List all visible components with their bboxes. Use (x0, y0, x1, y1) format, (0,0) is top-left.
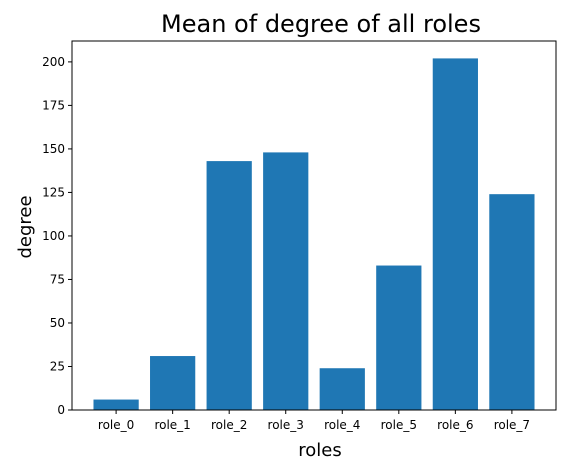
y-axis-ticks: 0 25 50 75 100 125 150 175 200 (42, 55, 72, 417)
x-tick-label: role_0 (98, 418, 134, 432)
x-tick-label: role_5 (381, 418, 417, 432)
y-tick-label: 75 (50, 272, 65, 286)
y-axis-label: degree (15, 195, 36, 258)
y-tick-label: 125 (42, 185, 65, 199)
y-tick-label: 50 (50, 316, 65, 330)
y-tick-label: 0 (57, 403, 65, 417)
bar-role-7 (489, 194, 535, 410)
y-tick-label: 25 (50, 359, 65, 373)
bar-role-6 (432, 58, 478, 410)
bar-role-3 (263, 152, 309, 410)
x-axis-ticks: role_0 role_1 role_2 role_3 role_4 role_5 role… (98, 410, 530, 432)
bar-role-2 (206, 161, 252, 410)
x-tick-label: role_2 (211, 418, 247, 432)
bar-role-1 (150, 356, 196, 410)
bar-role-5 (376, 265, 422, 410)
chart-title: Mean of degree of all roles (161, 10, 481, 38)
x-axis-label: roles (298, 440, 341, 461)
y-tick-label: 200 (42, 55, 65, 69)
x-tick-label: role_7 (494, 418, 530, 432)
bar-role-0 (93, 399, 139, 410)
y-tick-label: 175 (42, 98, 65, 112)
bars-group (93, 58, 535, 410)
y-tick-label: 150 (42, 142, 65, 156)
plot-frame (71, 40, 557, 411)
x-tick-label: role_3 (268, 418, 304, 432)
y-tick-label: 100 (42, 229, 65, 243)
x-tick-label: role_6 (437, 418, 473, 432)
x-tick-label: role_4 (324, 418, 360, 432)
x-tick-label: role_1 (154, 418, 190, 432)
bar-role-4 (319, 368, 365, 410)
